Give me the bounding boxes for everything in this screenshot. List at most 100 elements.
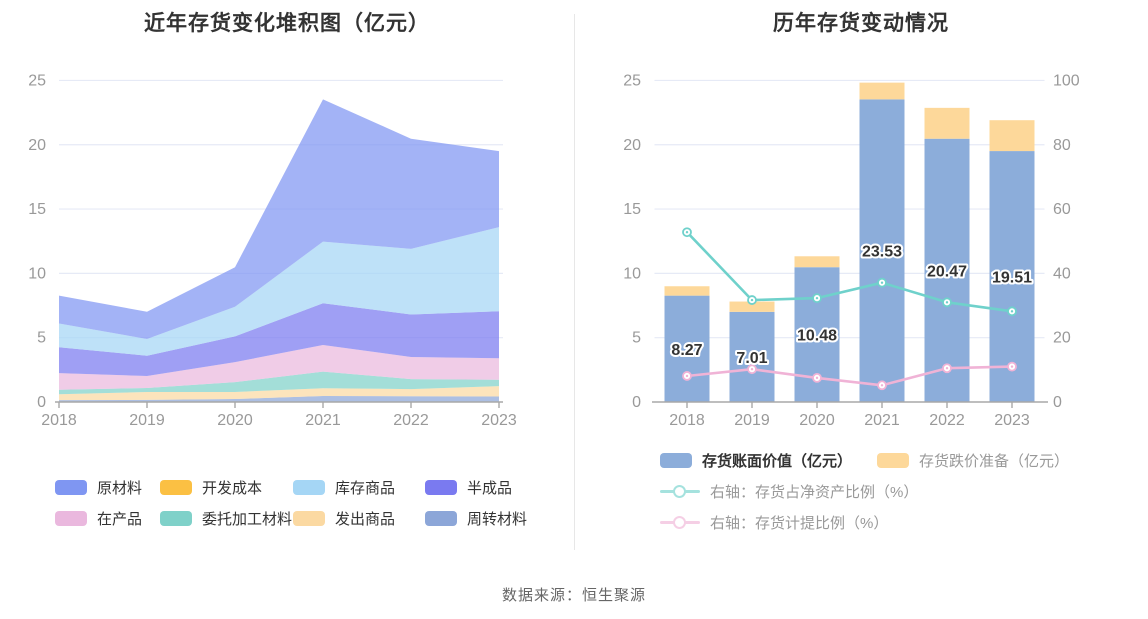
legend-item-半成品[interactable]: 半成品 xyxy=(425,477,535,498)
area-chart-legend: 原材料 开发成本 库存商品 半成品在产品 委托加工材料 发出商品 周转材料 xyxy=(0,479,574,541)
line-marker-dot xyxy=(685,231,689,234)
legend-label: 发出商品 xyxy=(335,510,396,528)
svg-text:2022: 2022 xyxy=(929,412,965,429)
svg-text:5: 5 xyxy=(632,330,641,347)
svg-text:23.53: 23.53 xyxy=(862,244,902,261)
bar-provision-2018[interactable] xyxy=(664,286,710,296)
x-axis-labels: 2018 2019 2020 2021 2022 2023 xyxy=(41,412,517,429)
line-marker-dot xyxy=(750,368,754,371)
legend-label: 原材料 xyxy=(97,479,143,497)
bar-line-chart[interactable]: 8.27 7.01 10.48 23.53 20.47 19.51 0 5 10 15 20 25 0 2… xyxy=(574,0,1148,560)
area-band-库存商品 xyxy=(59,227,499,356)
legend-swatch xyxy=(160,479,192,495)
ratio-lines xyxy=(682,227,1017,391)
legend-swatch xyxy=(55,479,87,495)
svg-text:7.01: 7.01 xyxy=(736,350,767,367)
area-band-在产品 xyxy=(59,345,499,390)
line-marker-dot xyxy=(1010,365,1014,368)
svg-text:20.47: 20.47 xyxy=(927,263,967,280)
line-marker-dot xyxy=(1010,310,1014,313)
line-marker-dot xyxy=(945,301,949,304)
bar-legend-row: 右轴：存货占净资产比例（%） xyxy=(574,481,1148,502)
right-axis-labels: 0 20 40 60 80 100 xyxy=(1053,72,1080,411)
legend-swatch xyxy=(55,510,87,526)
line-marker-dot xyxy=(880,281,884,284)
svg-text:2020: 2020 xyxy=(799,412,835,429)
bar-book-value-2021[interactable] xyxy=(859,99,905,402)
line-series-1 xyxy=(685,365,1014,387)
svg-text:80: 80 xyxy=(1053,137,1071,154)
legend-item-存货跌价准备（亿元）[interactable]: 存货跌价准备（亿元） xyxy=(877,450,1069,471)
legend-item-库存商品[interactable]: 库存商品 xyxy=(293,477,425,498)
legend-label: 存货账面价值（亿元） xyxy=(702,452,853,470)
svg-text:2018: 2018 xyxy=(669,412,705,429)
stacked-area-panel: 近年存货变化堆积图（亿元） 0 5 10 15 20 25 2018 2019 2020 2021… xyxy=(0,0,574,560)
legend-swatch xyxy=(160,510,192,526)
legend-item-右轴：存货计提比例（%）[interactable]: 右轴：存货计提比例（%） xyxy=(660,512,888,533)
svg-text:2022: 2022 xyxy=(393,412,429,429)
legend-swatch xyxy=(293,510,325,526)
bar-value-labels: 8.27 7.01 10.48 23.53 20.47 19.51 xyxy=(669,242,1034,369)
legend-item-在产品[interactable]: 在产品 xyxy=(55,508,160,529)
bar-line-panel: 历年存货变动情况 8.27 7.01 10.48 23.53 20.47 19.51 0 5 1… xyxy=(574,0,1148,560)
legend-item-委托加工材料[interactable]: 委托加工材料 xyxy=(160,508,293,529)
line-marker-dot xyxy=(815,376,819,380)
svg-text:20: 20 xyxy=(623,137,641,154)
bar-provision-2023[interactable] xyxy=(989,120,1035,152)
svg-text:2020: 2020 xyxy=(217,412,253,429)
x-axis xyxy=(652,401,1048,408)
bar-provision-2022[interactable] xyxy=(924,107,970,139)
bar-book-value-2019[interactable] xyxy=(729,311,775,402)
bar-book-value-2023[interactable] xyxy=(989,151,1035,402)
stacked-area-chart[interactable]: 0 5 10 15 20 25 2018 2019 2020 2021 2022 2023 xyxy=(0,0,574,560)
area-legend-row: 在产品 委托加工材料 发出商品 周转材料 xyxy=(0,508,574,529)
line-legend-icon xyxy=(660,483,700,499)
area-band-周转材料 xyxy=(59,396,499,402)
legend-label: 开发成本 xyxy=(202,479,263,497)
legend-item-右轴：存货占净资产比例（%）[interactable]: 右轴：存货占净资产比例（%） xyxy=(660,481,918,502)
x-axis-labels: 2018 2019 2020 2021 2022 2023 xyxy=(669,412,1030,429)
bar-provision-2019[interactable] xyxy=(729,301,775,312)
bar-chart-title: 历年存货变动情况 xyxy=(773,12,949,35)
svg-text:10: 10 xyxy=(623,265,641,282)
line-series-0 xyxy=(685,230,1014,313)
panel-divider xyxy=(574,14,575,550)
bar-chart-legend: 存货账面价值（亿元） 存货跌价准备（亿元） 右轴：存货占净资产比例（%） 右轴：存货计… xyxy=(574,452,1148,545)
svg-text:2019: 2019 xyxy=(734,412,770,429)
svg-text:20: 20 xyxy=(28,137,46,154)
bar-book-value-2022[interactable] xyxy=(924,138,970,403)
left-axis-labels: 0 5 10 15 20 25 xyxy=(623,72,641,411)
area-band-半成品 xyxy=(59,303,499,376)
legend-item-原材料[interactable]: 原材料 xyxy=(55,477,160,498)
line-marker-dot xyxy=(685,374,689,378)
x-axis xyxy=(55,401,503,408)
data-source-caption: 数据来源：恒生聚源 xyxy=(501,587,646,604)
svg-text:19.51: 19.51 xyxy=(992,270,1032,287)
bar-provision-2021[interactable] xyxy=(859,82,905,100)
svg-text:2018: 2018 xyxy=(41,412,77,429)
legend-item-周转材料[interactable]: 周转材料 xyxy=(425,508,535,529)
bar-provision-2020[interactable] xyxy=(794,256,840,268)
legend-swatch xyxy=(293,479,325,495)
stacked-area-bands xyxy=(59,99,499,402)
legend-label: 在产品 xyxy=(97,510,143,528)
svg-text:0: 0 xyxy=(37,394,46,411)
legend-swatch xyxy=(877,452,909,468)
svg-text:10: 10 xyxy=(28,265,46,282)
svg-text:10.48: 10.48 xyxy=(797,328,837,345)
svg-text:25: 25 xyxy=(623,72,641,89)
svg-text:8.27: 8.27 xyxy=(671,342,702,359)
legend-item-发出商品[interactable]: 发出商品 xyxy=(293,508,425,529)
svg-text:25: 25 xyxy=(28,72,46,89)
area-chart-title: 近年存货变化堆积图（亿元） xyxy=(144,12,430,35)
svg-text:0: 0 xyxy=(632,394,641,411)
bar-legend-row: 存货账面价值（亿元） 存货跌价准备（亿元） xyxy=(574,450,1148,471)
legend-swatch xyxy=(425,479,457,495)
bar-book-value-2018[interactable] xyxy=(664,295,710,402)
legend-item-存货账面价值（亿元）[interactable]: 存货账面价值（亿元） xyxy=(660,450,877,471)
legend-item-开发成本[interactable]: 开发成本 xyxy=(160,477,293,498)
legend-swatch xyxy=(425,510,457,526)
legend-label: 存货跌价准备（亿元） xyxy=(919,452,1070,470)
area-legend-row: 原材料 开发成本 库存商品 半成品 xyxy=(0,477,574,498)
